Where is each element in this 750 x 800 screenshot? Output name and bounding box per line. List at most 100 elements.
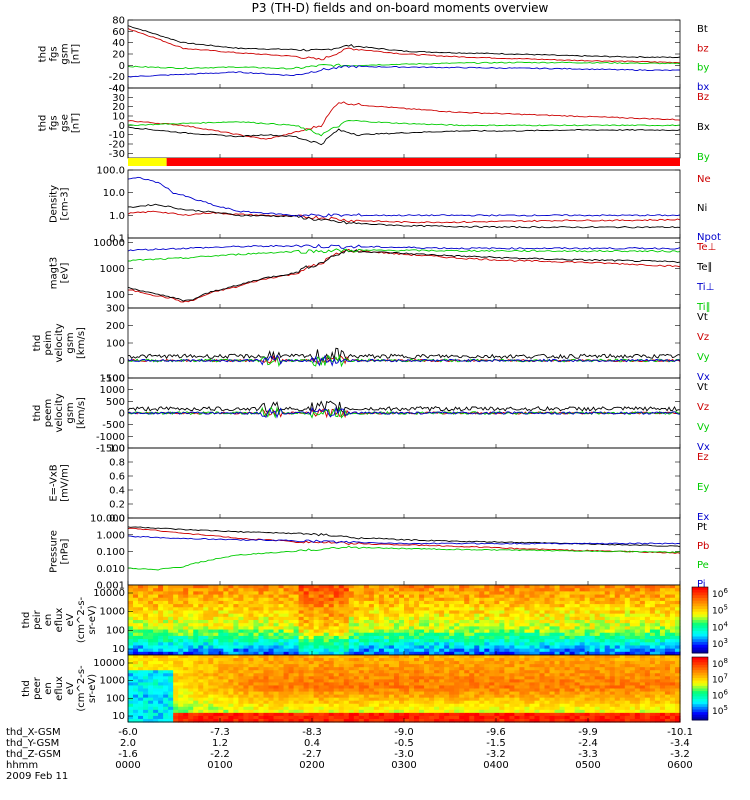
- spectrogram-cell: [424, 709, 430, 714]
- spectrogram-cell: [308, 655, 315, 659]
- spectrogram-cell: [138, 691, 144, 696]
- spectrogram-cell: [584, 591, 591, 596]
- spectrogram-cell: [669, 651, 676, 656]
- colorbar-swatch: [692, 642, 708, 646]
- spectrogram-cell: [148, 679, 154, 684]
- spectrogram-cell: [348, 629, 355, 634]
- spectrogram-cell: [318, 642, 325, 647]
- spectrogram-cell: [268, 648, 275, 653]
- spectrogram-cell: [554, 718, 561, 723]
- spectrogram-cell: [333, 694, 340, 699]
- spectrogram-cell: [393, 639, 400, 643]
- spectrogram-cell: [624, 613, 631, 618]
- spectrogram-cell: [404, 645, 410, 650]
- spectrogram-cell: [559, 670, 566, 674]
- spectrogram-cell: [484, 715, 490, 720]
- spectrogram-cell: [494, 658, 500, 662]
- spectrogram-cell: [629, 607, 636, 612]
- spectrogram-cell: [223, 588, 229, 592]
- spectrogram-cell: [368, 651, 375, 656]
- spectrogram-cell: [629, 688, 636, 693]
- spectrogram-cell: [639, 718, 646, 723]
- y-tick-label: 1.000: [96, 530, 125, 541]
- spectrogram-cell: [624, 694, 631, 699]
- spectrogram-cell: [604, 709, 611, 714]
- spectrogram-cell: [378, 682, 385, 687]
- spectrogram-cell: [419, 629, 425, 634]
- spectrogram-cell: [549, 597, 556, 602]
- spectrogram-cell: [619, 591, 626, 596]
- spectrogram-cell: [213, 691, 219, 696]
- spectrogram-cell: [238, 691, 245, 696]
- spectrogram-cell: [158, 651, 164, 656]
- spectrogram-cell: [659, 588, 666, 592]
- spectrogram-cell: [594, 700, 601, 705]
- spectrogram-cell: [469, 670, 475, 674]
- spectrogram-cell: [303, 673, 310, 677]
- spectrogram-cell: [464, 706, 470, 711]
- spectrogram-cell: [363, 651, 370, 656]
- spectrogram-cell: [208, 712, 214, 717]
- spectrogram-cell: [248, 645, 255, 650]
- spectrogram-cell: [594, 676, 601, 680]
- spectrogram-cell: [579, 694, 586, 699]
- spectrogram-cell: [313, 594, 320, 599]
- spectrogram-cell: [594, 691, 601, 696]
- spectrogram-cell: [599, 642, 606, 647]
- spectrogram-cell: [459, 639, 465, 643]
- spectrogram-cell: [343, 679, 350, 684]
- spectrogram-cell: [584, 667, 591, 671]
- spectrogram-cell: [454, 585, 460, 589]
- spectrogram-cell: [589, 591, 596, 596]
- spectrogram-cell: [388, 679, 395, 684]
- spectrogram-cell: [383, 620, 390, 624]
- spectrogram-cell: [624, 700, 631, 705]
- legend-label: Ez: [697, 452, 709, 463]
- spectrogram-cell: [313, 673, 320, 677]
- spectrogram-cell: [283, 597, 290, 602]
- spectrogram-cell: [333, 639, 340, 643]
- spectrogram-cell: [203, 616, 209, 621]
- spectrogram-cell: [474, 709, 480, 714]
- spectrogram-cell: [649, 616, 656, 621]
- spectrogram-cell: [629, 673, 636, 677]
- spectrogram-cell: [133, 620, 139, 624]
- spectrogram-cell: [328, 591, 335, 596]
- spectrogram-cell: [434, 676, 440, 680]
- spectrogram-cell: [268, 642, 275, 647]
- spectrogram-cell: [529, 694, 536, 699]
- spectrogram-cell: [343, 709, 350, 714]
- spectrogram-cell: [283, 651, 290, 656]
- spectrogram-cell: [614, 688, 621, 693]
- spectrogram-cell: [353, 642, 360, 647]
- spectrogram-cell: [293, 639, 300, 643]
- spectrogram-cell: [409, 626, 415, 631]
- spectrogram-cell: [619, 700, 626, 705]
- spectrogram-cell: [173, 715, 179, 720]
- spectrogram-cell: [213, 661, 219, 665]
- spectrogram-cell: [514, 600, 521, 605]
- spectrogram-cell: [414, 715, 420, 720]
- spectrogram-cell: [398, 685, 405, 690]
- spectrogram-cell: [368, 645, 375, 650]
- spectrogram-cell: [569, 591, 576, 596]
- spectrogram-cell: [248, 648, 255, 653]
- spectrogram-cell: [293, 664, 300, 668]
- spectrogram-cell: [484, 635, 490, 640]
- spectrogram-cell: [669, 588, 676, 592]
- spectrogram-cell: [484, 700, 490, 705]
- plot-area: [128, 400, 680, 419]
- spectrogram-cell: [393, 613, 400, 618]
- spectrogram-cell: [218, 655, 224, 659]
- spectrogram-cell: [559, 651, 566, 656]
- spectrogram-cell: [388, 620, 395, 624]
- spectrogram-cell: [318, 610, 325, 615]
- spectrogram-cell: [594, 648, 601, 653]
- spectrogram-cell: [534, 642, 541, 647]
- spectrogram-cell: [549, 688, 556, 693]
- spectrogram-cell: [404, 679, 410, 684]
- spectrogram-cell: [404, 642, 410, 647]
- spectrogram-cell: [629, 700, 636, 705]
- spectrogram-cell: [183, 715, 189, 720]
- spectrogram-cell: [293, 620, 300, 624]
